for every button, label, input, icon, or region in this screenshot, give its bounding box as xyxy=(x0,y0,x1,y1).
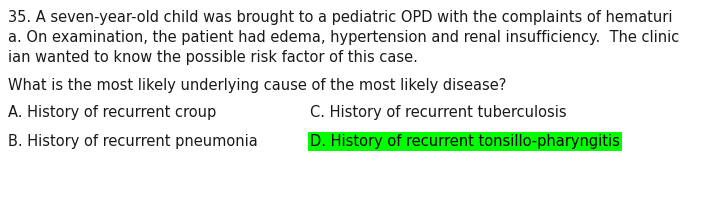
Text: a. On examination, the patient had edema, hypertension and renal insufficiency. : a. On examination, the patient had edema… xyxy=(8,30,679,45)
Text: B. History of recurrent pneumonia: B. History of recurrent pneumonia xyxy=(8,134,258,149)
Text: ian wanted to know the possible risk factor of this case.: ian wanted to know the possible risk fac… xyxy=(8,50,418,65)
Text: D. History of recurrent tonsillo-pharyngitis: D. History of recurrent tonsillo-pharyng… xyxy=(310,134,620,149)
Text: What is the most likely underlying cause of the most likely disease?: What is the most likely underlying cause… xyxy=(8,78,506,93)
Text: A. History of recurrent croup: A. History of recurrent croup xyxy=(8,105,216,120)
Text: C. History of recurrent tuberculosis: C. History of recurrent tuberculosis xyxy=(310,105,567,120)
Text: 35. A seven-year-old child was brought to a pediatric OPD with the complaints of: 35. A seven-year-old child was brought t… xyxy=(8,10,672,25)
